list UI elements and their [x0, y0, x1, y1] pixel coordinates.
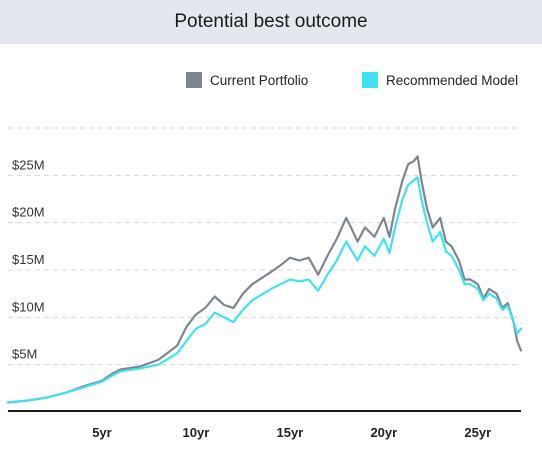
legend-label-current-portfolio: Current Portfolio [210, 72, 309, 88]
legend-item-current-portfolio[interactable]: Current Portfolio [186, 72, 308, 88]
chart-header: Potential best outcome [0, 0, 542, 44]
current-portfolio-line [6, 155, 523, 404]
y-tick-label: $5M [12, 347, 37, 362]
x-tick-label: 10yr [183, 425, 210, 440]
y-tick-label: $10M [12, 299, 45, 314]
x-tick-label: 5yr [92, 425, 112, 440]
legend-item-recommended-model[interactable]: Recommended Model [362, 72, 518, 88]
recommended-model-line [6, 176, 523, 404]
x-tick-label: 20yr [370, 425, 397, 440]
x-tick-label: 25yr [464, 425, 491, 440]
chart-legend: Current Portfolio Recommended Model [0, 72, 542, 94]
y-tick-label: $20M [12, 205, 45, 220]
legend-swatch-recommended-model [362, 72, 378, 88]
chart-title: Potential best outcome [174, 11, 368, 32]
y-tick-label: $15M [12, 252, 45, 267]
y-tick-label: $25M [12, 157, 45, 172]
x-tick-label: 15yr [276, 425, 303, 440]
legend-swatch-current-portfolio [186, 72, 202, 88]
legend-label-recommended-model: Recommended Model [386, 72, 519, 88]
